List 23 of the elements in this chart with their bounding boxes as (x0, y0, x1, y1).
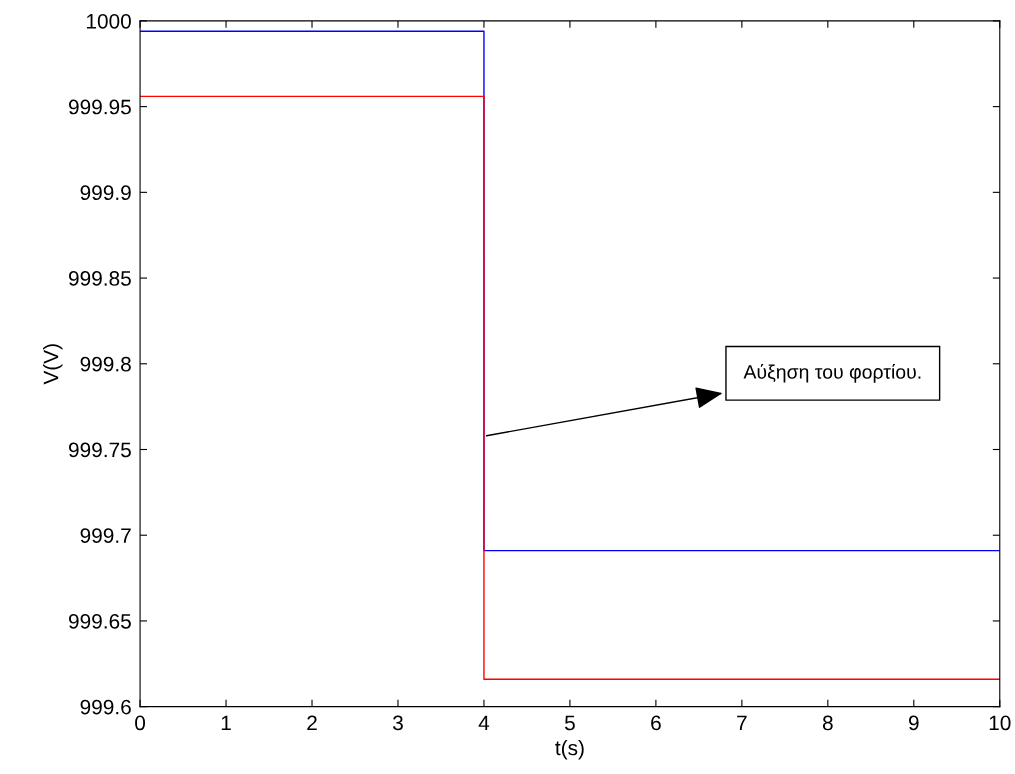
annotation: Αύξηση του φορτίου. (743, 363, 921, 383)
x-tick-label: 4 (478, 715, 490, 731)
x-tick-label: 5 (564, 715, 575, 731)
x-tick-label: 7 (737, 715, 747, 731)
y-tick-label: 999.8 (80, 356, 131, 372)
x-tick-label: 9 (908, 715, 919, 731)
y-tick-label: 999.95 (69, 99, 131, 115)
x-tick-label: 8 (822, 715, 833, 731)
x-tick-label: 0 (135, 715, 146, 731)
y-tick-label: 999.85 (69, 271, 131, 286)
x-tick-label: 6 (651, 715, 661, 731)
y-axis-title: V(V) (43, 344, 63, 385)
x-tick-label: 10 (989, 715, 1011, 731)
y-tick-label: 1000 (86, 13, 131, 29)
x-axis-title: t(s) (555, 739, 584, 760)
y-tick-label: 999.7 (80, 528, 131, 543)
y-tick-label: 999.75 (69, 442, 131, 458)
y-tick-label: 999.9 (80, 185, 131, 201)
y-tick-label: 999.65 (69, 613, 131, 629)
x-tick-label: 3 (392, 715, 403, 731)
y-tick-label: 999.6 (80, 699, 131, 715)
x-tick-label: 2 (307, 715, 317, 731)
x-tick-label: 1 (221, 715, 231, 731)
